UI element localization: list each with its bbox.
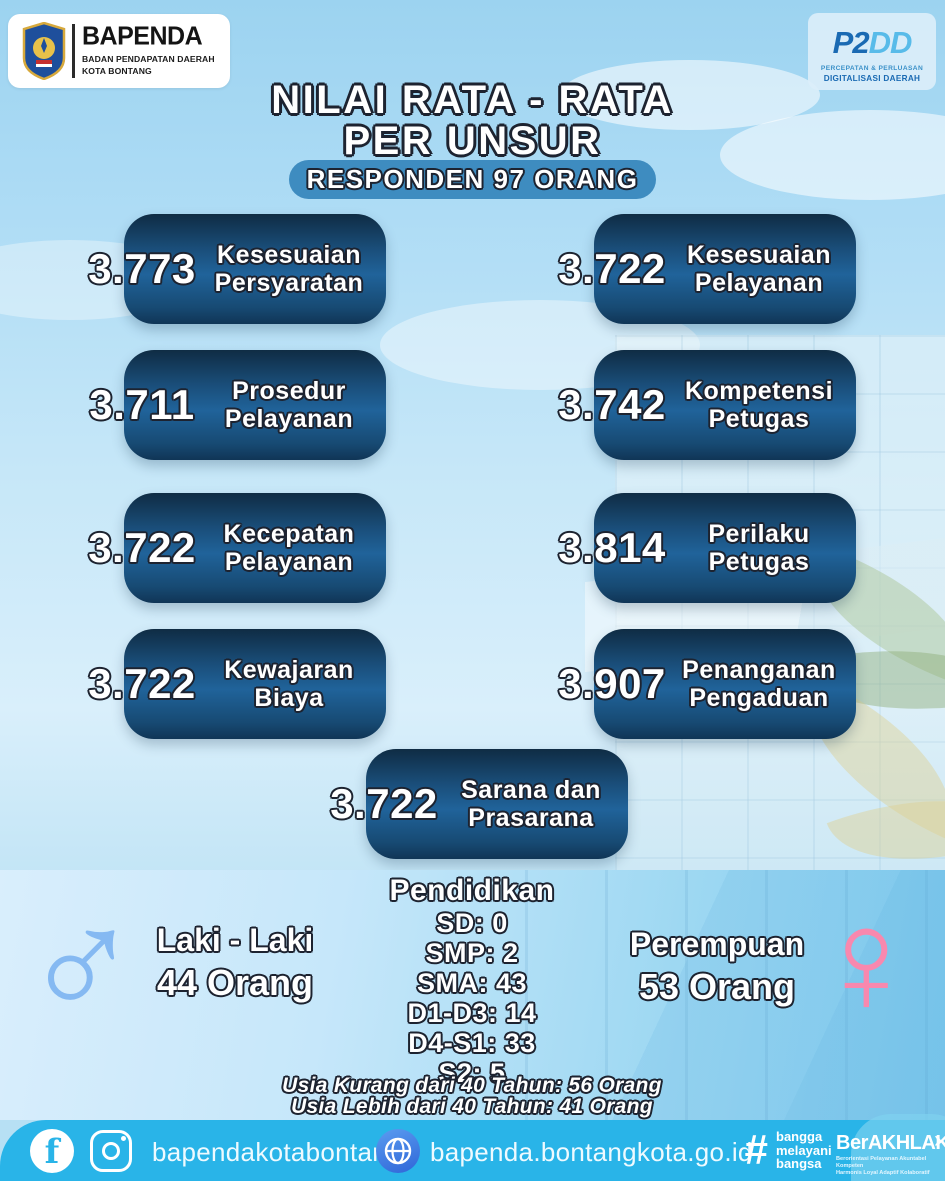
score-pill-kompetensi-petugas: 3.742 Kompetensi Petugas bbox=[548, 341, 856, 469]
score-label: Perilaku Petugas bbox=[708, 520, 810, 576]
bangga-melayani-bangsa-logo: # bangga melayani bangsa bbox=[744, 1128, 834, 1174]
instagram-icon[interactable] bbox=[90, 1130, 132, 1172]
pill-body bbox=[594, 214, 856, 324]
education-item-d1d3: D1-D3: 14 bbox=[407, 998, 537, 1028]
pill-body bbox=[594, 629, 856, 739]
score-label: Kecepatan Pelayanan bbox=[223, 520, 355, 576]
female-count: 53 Orang bbox=[638, 966, 796, 1007]
page-title: NILAI RATA - RATA PER UNSUR bbox=[0, 80, 945, 162]
score-label: Kesesuaian Pelayanan bbox=[687, 241, 831, 297]
campaign-line-3: bangsa bbox=[776, 1156, 822, 1171]
pill-body bbox=[594, 493, 856, 603]
facebook-icon[interactable]: f bbox=[30, 1129, 74, 1173]
chevron-right-icon: › bbox=[934, 1126, 942, 1153]
score-label: Kesesuaian Persyaratan bbox=[214, 241, 364, 297]
female-label: Perempuan bbox=[629, 926, 805, 962]
score-value: 3.722 bbox=[88, 524, 196, 571]
pill-body bbox=[594, 350, 856, 460]
score-pill-perilaku-petugas: 3.814 Perilaku Petugas bbox=[548, 484, 856, 612]
score-pill-prosedur-pelayanan: 3.711 Prosedur Pelayanan bbox=[78, 341, 386, 469]
score-label: Kewajaran Biaya bbox=[224, 656, 354, 712]
score-label: Prosedur Pelayanan bbox=[224, 377, 354, 433]
score-label: Penanganan Pengaduan bbox=[682, 656, 836, 712]
bapenda-title: BAPENDA bbox=[82, 21, 203, 51]
website-link[interactable]: bapenda.bontangkota.go.id bbox=[430, 1137, 753, 1167]
bapenda-logo-card: BAPENDA BADAN PENDAPATAN DAERAH KOTA BON… bbox=[8, 14, 230, 88]
score-value: 3.722 bbox=[88, 660, 196, 707]
demographics-band bbox=[0, 870, 945, 1120]
cloud-shape bbox=[560, 60, 820, 130]
pill-body bbox=[124, 350, 386, 460]
building-illustration-band bbox=[525, 870, 945, 1120]
hashtag-icon: # bbox=[744, 1126, 768, 1173]
p2dd-subtitle-2: DIGITALISASI DAERAH bbox=[823, 74, 921, 83]
footer-bar: f bapendakotabontang bapenda.bontangkota… bbox=[0, 1114, 945, 1181]
score-value: 3.814 bbox=[558, 524, 666, 571]
bapenda-subtitle-1: BADAN PENDAPATAN DAERAH bbox=[82, 54, 215, 64]
pill-body bbox=[124, 629, 386, 739]
title-line-2: PER UNSUR bbox=[343, 119, 602, 163]
title-line-1: NILAI RATA - RATA bbox=[271, 78, 674, 122]
logo-divider bbox=[72, 24, 75, 78]
female-symbol-icon: ♀ bbox=[810, 877, 923, 1045]
responden-badge: RESPONDEN 97 ORANG bbox=[289, 160, 656, 199]
score-pill-kewajaran-biaya: 3.722 Kewajaran Biaya bbox=[78, 620, 386, 748]
berakhlak-title: BerAKHLAK bbox=[836, 1132, 945, 1154]
p2dd-logo: P2DD bbox=[832, 25, 913, 60]
footer-corner-decor bbox=[851, 1114, 945, 1181]
p2dd-logo-card: P2DD PERCEPATAN & PERLUASAN DIGITALISASI… bbox=[808, 13, 936, 90]
education-item-d4s1: D4-S1: 33 bbox=[408, 1028, 536, 1058]
education-title: Pendidikan bbox=[389, 874, 555, 907]
education-item-smp: SMP: 2 bbox=[425, 938, 519, 968]
education-item-s2: S2: 5 bbox=[438, 1058, 506, 1088]
age-over-40: Usia Lebih dari 40 Tahun: 41 Orang bbox=[291, 1095, 653, 1118]
cloud-shape bbox=[720, 110, 945, 200]
social-handle[interactable]: bapendakotabontang bbox=[152, 1137, 402, 1167]
pill-body bbox=[124, 493, 386, 603]
pill-body bbox=[366, 749, 628, 859]
age-under-40: Usia Kurang dari 40 Tahun: 56 Orang bbox=[282, 1074, 662, 1097]
score-pill-sarana-prasarana: 3.722 Sarana dan Prasarana bbox=[320, 740, 628, 868]
male-symbol-icon: ♂ bbox=[22, 871, 141, 1047]
score-value: 3.907 bbox=[558, 660, 666, 707]
score-value: 3.742 bbox=[558, 381, 666, 428]
education-item-sd: SD: 0 bbox=[436, 908, 508, 938]
pill-body bbox=[124, 214, 386, 324]
score-value: 3.773 bbox=[88, 245, 196, 292]
score-value: 3.711 bbox=[89, 381, 195, 428]
education-item-sma: SMA: 43 bbox=[416, 968, 528, 998]
score-value: 3.722 bbox=[558, 245, 666, 292]
campaign-line-1: bangga bbox=[776, 1129, 823, 1144]
score-value: 3.722 bbox=[330, 780, 438, 827]
campaign-line-2: melayani bbox=[776, 1142, 832, 1158]
score-label: Kompetensi Petugas bbox=[684, 377, 834, 433]
berakhlak-tagline-2: Harmonis Loyal Adaptif Kolaboratif bbox=[836, 1170, 930, 1176]
score-pill-penanganan-pengaduan: 3.907 Penanganan Pengaduan bbox=[548, 620, 856, 748]
p2dd-subtitle-1: PERCEPATAN & PERLUASAN bbox=[820, 65, 924, 72]
score-pill-kecepatan-pelayanan: 3.722 Kecepatan Pelayanan bbox=[78, 484, 386, 612]
male-count: 44 Orang bbox=[156, 962, 314, 1003]
berakhlak-tagline-1: Berorientasi Pelayanan Akuntabel Kompete… bbox=[836, 1156, 927, 1169]
bapenda-crest-icon bbox=[22, 22, 66, 80]
bapenda-subtitle-2: KOTA BONTANG bbox=[82, 66, 152, 76]
berakhlak-logo: BerAKHLAK › Berorientasi Pelayanan Akunt… bbox=[836, 1126, 945, 1177]
score-label: Sarana dan Prasarana bbox=[461, 776, 601, 832]
score-pill-kesesuaian-persyaratan: 3.773 Kesesuaian Persyaratan bbox=[78, 205, 386, 333]
male-label: Laki - Laki bbox=[156, 922, 314, 958]
globe-icon bbox=[376, 1129, 420, 1173]
score-pill-kesesuaian-pelayanan: 3.722 Kesesuaian Pelayanan bbox=[548, 205, 856, 333]
